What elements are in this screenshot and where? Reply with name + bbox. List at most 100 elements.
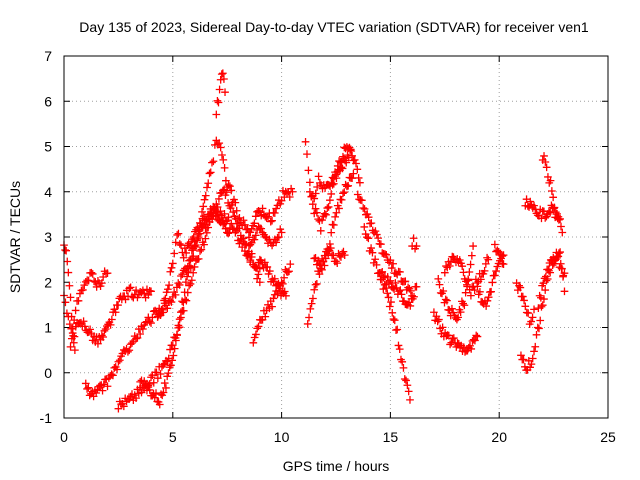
data-point	[163, 304, 172, 313]
data-point	[175, 315, 184, 324]
data-point	[208, 158, 216, 167]
data-point	[255, 208, 264, 217]
data-point	[220, 219, 229, 228]
data-point	[460, 301, 469, 310]
data-point	[364, 213, 373, 222]
data-point	[308, 200, 317, 209]
data-point	[61, 246, 69, 254]
data-point	[430, 308, 438, 317]
series-track-8	[212, 69, 229, 119]
data-point	[255, 278, 264, 287]
data-point	[174, 229, 183, 238]
data-point	[84, 276, 93, 285]
data-point	[314, 172, 323, 181]
data-point	[454, 313, 463, 322]
data-point	[71, 346, 79, 354]
data-point	[264, 270, 273, 278]
data-point	[282, 291, 290, 300]
data-point	[331, 212, 339, 221]
data-point	[162, 288, 171, 297]
data-point	[144, 383, 153, 391]
data-point	[368, 248, 377, 257]
data-point	[348, 151, 356, 160]
data-point	[266, 217, 275, 226]
data-point	[245, 233, 253, 242]
y-tick-label: 4	[44, 184, 52, 200]
series-track-22	[434, 242, 477, 324]
data-point	[132, 334, 140, 343]
data-point	[180, 288, 189, 297]
data-point	[103, 382, 112, 391]
data-point	[467, 291, 475, 300]
data-point	[326, 240, 334, 248]
data-point	[152, 368, 161, 377]
data-point	[409, 234, 418, 243]
data-point	[195, 219, 204, 227]
data-point	[435, 280, 444, 289]
data-point	[216, 143, 225, 152]
data-point	[186, 280, 195, 288]
data-point	[200, 195, 209, 204]
data-point	[449, 308, 458, 317]
data-point	[227, 186, 236, 195]
data-point	[110, 305, 119, 314]
data-point	[258, 204, 267, 213]
data-point	[399, 364, 408, 372]
data-point	[239, 216, 248, 225]
data-point	[313, 208, 321, 217]
data-point	[458, 262, 467, 271]
data-point	[301, 137, 310, 146]
data-point	[79, 317, 88, 326]
data-point	[526, 197, 535, 206]
data-point	[434, 274, 443, 283]
data-point	[385, 278, 393, 287]
data-point	[329, 251, 338, 260]
y-tick-label: 7	[44, 48, 52, 64]
data-point	[221, 224, 230, 233]
data-point	[115, 356, 124, 365]
data-point	[209, 157, 218, 166]
data-point	[241, 239, 249, 248]
data-point	[404, 387, 413, 396]
data-point	[151, 306, 159, 315]
data-point	[76, 289, 84, 298]
data-point	[81, 379, 90, 388]
data-point	[392, 326, 400, 334]
data-point	[183, 272, 191, 281]
data-point	[532, 330, 541, 339]
data-point	[471, 336, 479, 345]
data-point	[363, 233, 371, 242]
data-point	[406, 287, 415, 295]
data-point	[178, 270, 187, 279]
data-point	[490, 240, 499, 249]
data-point	[389, 259, 397, 268]
data-point	[119, 402, 128, 411]
data-point	[435, 315, 443, 324]
data-point	[448, 304, 456, 313]
data-point	[396, 268, 404, 276]
data-point	[219, 220, 228, 229]
data-point	[268, 216, 276, 225]
data-point	[467, 251, 476, 260]
data-point	[384, 293, 393, 302]
data-point	[184, 268, 193, 277]
data-point	[539, 279, 548, 288]
data-point	[64, 312, 73, 321]
data-point	[457, 259, 465, 268]
data-point	[346, 145, 355, 154]
series-track-18	[360, 223, 414, 404]
data-point	[309, 294, 317, 303]
data-point	[114, 301, 122, 309]
data-point	[160, 379, 169, 387]
data-point	[155, 400, 164, 409]
data-point	[480, 267, 489, 275]
data-point	[479, 270, 488, 278]
y-axis-label: SDTVAR / TECUs	[7, 181, 23, 293]
data-point	[386, 276, 395, 285]
data-point	[213, 212, 221, 220]
data-point	[383, 289, 392, 298]
data-point	[354, 174, 363, 182]
data-point	[318, 266, 326, 274]
series-track-14	[306, 143, 364, 235]
data-point	[537, 293, 545, 302]
